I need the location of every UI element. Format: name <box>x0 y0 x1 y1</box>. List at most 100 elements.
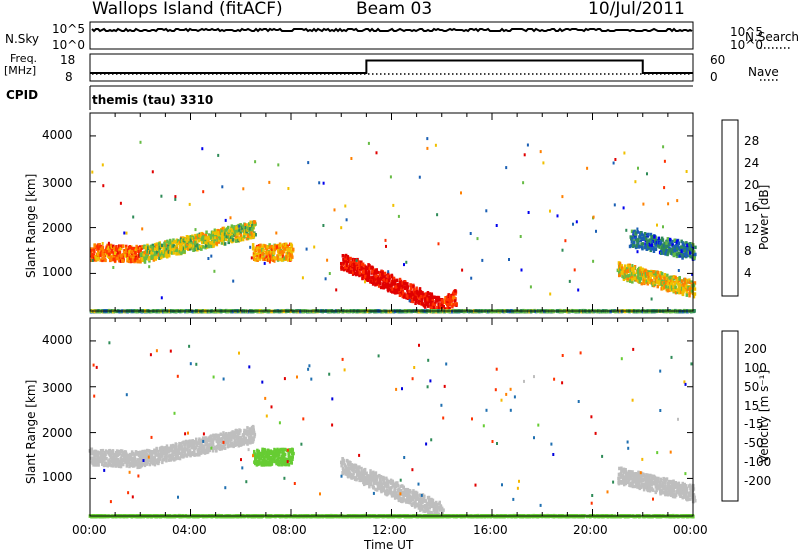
data-cell <box>213 235 217 240</box>
data-cell <box>527 211 530 214</box>
data-cell <box>355 259 358 262</box>
data-cell <box>214 433 218 437</box>
data-cell <box>241 433 245 437</box>
data-cell <box>122 248 126 253</box>
data-cell <box>549 209 551 213</box>
data-cell <box>656 270 659 275</box>
data-cell <box>683 281 687 286</box>
data-cell <box>149 454 153 458</box>
data-cell <box>196 453 200 457</box>
data-cell <box>360 267 363 271</box>
data-cell <box>354 267 357 271</box>
data-cell <box>95 252 99 257</box>
nsky-tick-top: 10^5 <box>52 22 85 36</box>
data-cell <box>662 250 666 254</box>
data-cell <box>421 291 424 295</box>
data-cell <box>116 247 119 252</box>
data-cell <box>257 459 261 464</box>
data-cell <box>245 236 249 241</box>
data-cell <box>161 251 164 256</box>
data-cell <box>637 272 640 276</box>
data-cell <box>100 246 104 251</box>
data-cell <box>91 170 94 174</box>
data-cell <box>254 233 257 237</box>
data-cell <box>362 274 366 278</box>
data-cell <box>106 463 109 467</box>
data-cell <box>420 294 423 299</box>
data-cell <box>663 285 666 290</box>
data-cell <box>124 450 127 455</box>
data-cell <box>688 287 691 291</box>
data-cell <box>172 244 175 248</box>
data-cell <box>251 429 254 433</box>
data-cell <box>666 241 670 246</box>
data-cell <box>101 242 104 245</box>
data-cell <box>99 258 102 262</box>
data-cell <box>431 298 435 302</box>
data-cell <box>631 280 634 284</box>
data-cell <box>225 434 228 438</box>
data-cell <box>135 450 139 455</box>
data-cell <box>126 456 130 460</box>
data-cell <box>229 216 232 220</box>
data-cell <box>218 446 221 450</box>
data-cell <box>664 246 667 250</box>
data-cell <box>228 238 231 242</box>
data-cell <box>392 276 396 281</box>
data-cell <box>636 238 640 242</box>
data-cell <box>212 230 215 235</box>
data-cell <box>257 246 260 250</box>
data-cell <box>181 240 184 245</box>
data-cell <box>201 232 205 237</box>
data-cell <box>231 432 234 436</box>
data-cell <box>94 461 97 465</box>
data-cell <box>126 259 129 263</box>
data-cell <box>629 279 632 283</box>
data-cell <box>377 284 381 288</box>
data-cell <box>180 251 183 255</box>
data-cell <box>227 235 230 239</box>
data-cell <box>678 246 681 250</box>
data-cell <box>244 229 247 233</box>
data-cell <box>215 241 218 246</box>
data-cell <box>367 141 370 145</box>
data-cell <box>175 248 178 253</box>
data-cell <box>666 239 669 243</box>
data-cell <box>667 248 671 252</box>
data-cell <box>173 458 176 462</box>
data-cell <box>105 247 108 251</box>
data-cell <box>694 245 697 250</box>
data-cell <box>168 454 171 458</box>
freq-panel-frame <box>89 53 694 82</box>
data-cell <box>149 248 153 252</box>
data-cell <box>681 256 684 260</box>
data-cell <box>248 229 251 233</box>
data-cell <box>460 191 462 195</box>
data-cell <box>129 452 133 457</box>
data-cell <box>693 254 696 258</box>
data-cell <box>232 279 235 283</box>
data-cell <box>201 450 204 454</box>
data-cell <box>235 437 238 441</box>
data-cell <box>283 256 286 260</box>
data-cell <box>690 250 693 255</box>
data-cell <box>218 236 222 240</box>
data-cell <box>130 461 133 466</box>
data-cell <box>539 150 542 154</box>
data-cell <box>681 283 684 287</box>
data-cell <box>644 232 647 236</box>
data-cell <box>142 452 145 457</box>
data-cell <box>235 429 238 434</box>
data-cell <box>397 214 400 218</box>
date-label: 10/Jul/2011 <box>588 0 685 19</box>
data-cell <box>257 244 261 248</box>
data-cell <box>178 444 181 449</box>
data-cell <box>381 275 385 280</box>
data-cell <box>123 252 126 256</box>
data-cell <box>139 140 142 144</box>
data-cell <box>143 250 146 255</box>
data-cell <box>426 137 429 141</box>
data-cell <box>393 279 397 284</box>
data-cell <box>353 258 357 262</box>
data-cell <box>202 235 205 239</box>
